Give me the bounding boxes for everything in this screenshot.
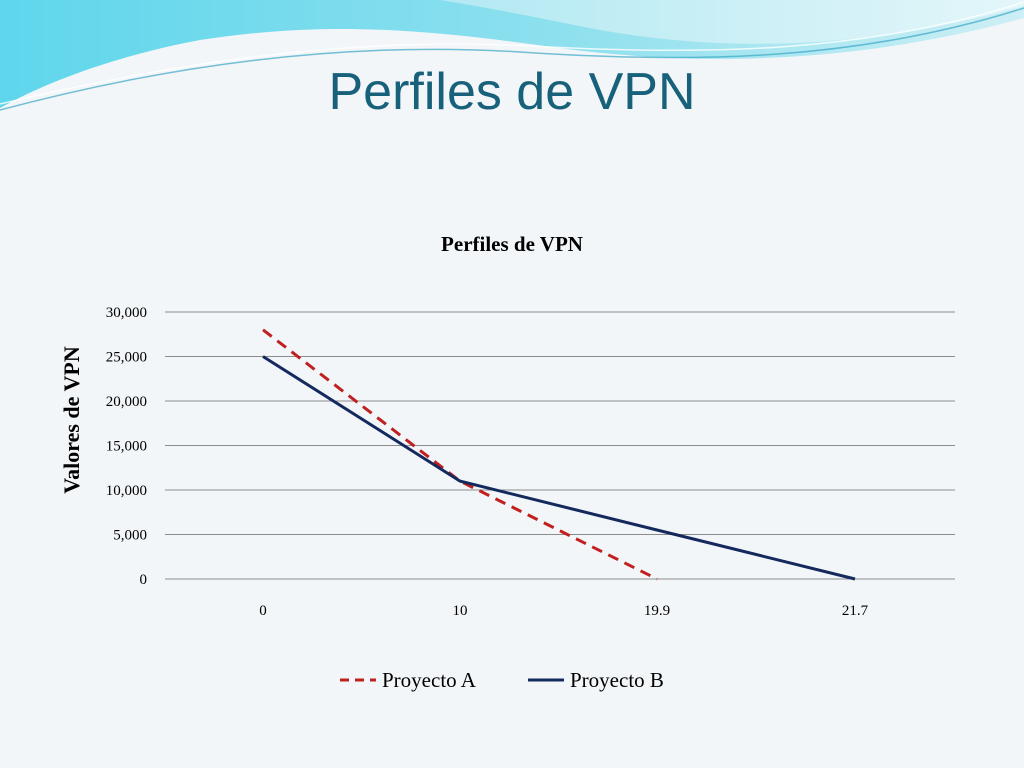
series-line-proyecto-b — [262, 355, 856, 581]
y-tick-label: 0 — [140, 572, 148, 588]
wave-light — [440, 0, 1024, 44]
wave-line-2 — [0, 1, 1024, 105]
x-tick-label: 21.7 — [842, 603, 869, 619]
y-tick-label: 5,000 — [113, 528, 147, 544]
legend-label-proyecto-b: Proyecto B — [570, 668, 664, 692]
x-tick-label: 10 — [453, 603, 468, 619]
wave-line — [0, 7, 1024, 111]
y-axis-label: Valores de VPN — [59, 346, 84, 494]
y-tick-label: 25,000 — [106, 350, 147, 366]
x-tick-label: 0 — [259, 603, 267, 619]
y-tick-label: 20,000 — [106, 394, 147, 410]
x-tick-label: 19.9 — [644, 603, 670, 619]
y-tick-label: 10,000 — [106, 483, 147, 499]
chart-title: Perfiles de VPN — [441, 232, 583, 256]
y-tick-label: 30,000 — [106, 305, 147, 321]
series-line-proyecto-a — [262, 328, 658, 581]
legend: Proyecto A Proyecto B — [340, 668, 664, 692]
slide-title: Perfiles de VPN — [328, 63, 696, 121]
y-tick-label: 15,000 — [106, 439, 147, 455]
legend-label-proyecto-a: Proyecto A — [382, 668, 477, 692]
